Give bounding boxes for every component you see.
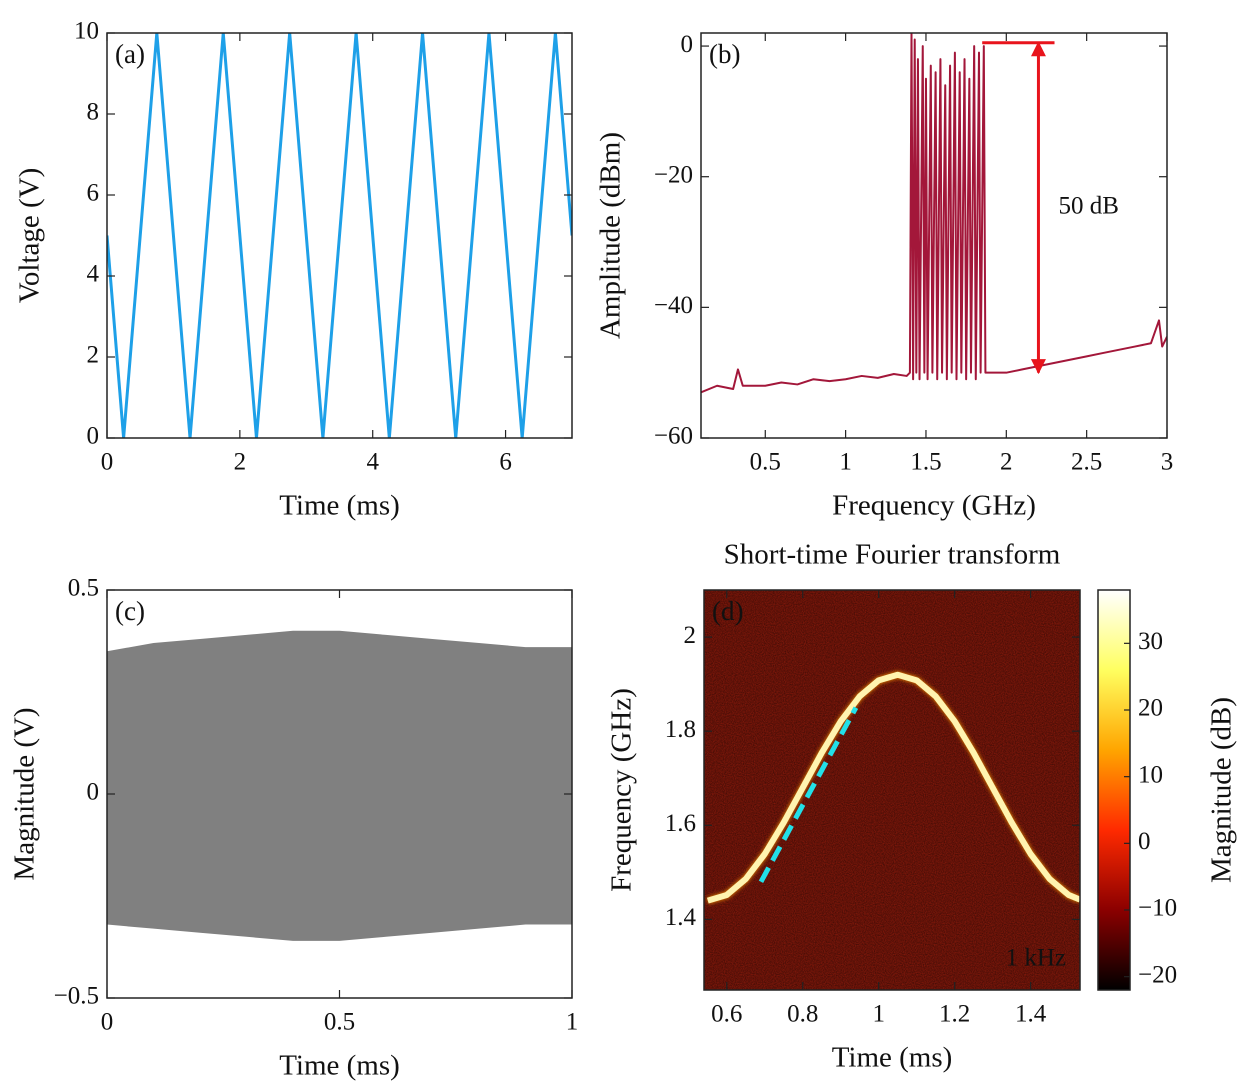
x-tick-label: 2 [234,449,247,476]
colorbar-tick-label: −20 [1138,961,1177,988]
chirp-curve [706,671,1080,904]
y-tick-label: 2 [87,342,100,369]
y-tick-label: 1.6 [665,810,696,837]
fit-line [758,706,859,883]
y-axis-label: Voltage (V) [14,168,46,304]
data-line [107,33,572,438]
y-tick-label: −60 [654,423,693,450]
x-axis-label: Frequency (GHz) [832,490,1036,522]
panel-label: (c) [115,596,145,626]
y-axis-label: Magnitude (V) [9,707,41,880]
x-tick-label: 3 [1161,449,1174,476]
x-tick-label: 0 [101,1009,114,1036]
y-tick-label: 1.4 [665,904,697,931]
x-tick-label: 4 [366,449,379,476]
span-label: 50 dB [1058,192,1118,219]
axes-frame [703,589,1081,991]
y-tick-label: 2 [684,622,697,649]
x-tick-label: 0 [101,449,114,476]
axes-frame [106,32,573,439]
colorbar-label: Magnitude (dB) [1206,697,1238,883]
x-axis-label: Time (ms) [279,1050,400,1081]
colorbar-tick-label: 10 [1138,761,1163,788]
plot-area [704,590,1080,990]
y-tick-label: −40 [654,292,693,319]
x-tick-label: 1 [872,1001,885,1028]
plot-area [701,33,1167,394]
axes-frame [700,32,1168,439]
annotation: 1 kHz [1006,945,1066,972]
signal-envelope [107,630,572,941]
plot-area [107,33,572,438]
x-tick-label: 2 [1000,449,1013,476]
panel-label: (d) [712,596,743,626]
x-tick-label: 1.5 [910,449,941,476]
x-tick-label: 0.8 [787,1001,818,1028]
panel-label: (a) [115,39,145,69]
x-axis-label: Time (ms) [279,490,400,522]
y-tick-label: 0.5 [68,575,99,602]
y-tick-label: 4 [87,261,100,288]
x-axis-label: Time (ms) [832,1042,953,1074]
chart-title: Short-time Fourier transform [724,539,1061,571]
x-tick-label: 1.2 [939,1001,970,1028]
x-tick-label: 1.4 [1015,1001,1047,1028]
data-line [701,33,1167,394]
y-tick-label: −0.5 [54,983,99,1010]
y-axis-label: Frequency (GHz) [606,688,638,892]
x-tick-label: 1 [839,449,852,476]
y-tick-label: 10 [74,18,99,45]
colorbar [1097,589,1131,991]
y-tick-label: −20 [654,161,693,188]
colorbar-tick-label: 30 [1138,628,1163,655]
panel-label: (b) [709,39,740,69]
spectrogram-noise [704,590,1080,990]
x-tick-label: 0.5 [750,449,781,476]
y-tick-label: 0 [681,31,694,58]
y-tick-label: 1.8 [665,716,696,743]
x-tick-label: 0.5 [324,1009,355,1036]
y-tick-label: 8 [87,99,100,126]
y-tick-label: 6 [87,180,100,207]
x-tick-label: 6 [499,449,512,476]
plot-area [107,630,572,941]
y-tick-label: 0 [87,779,100,806]
colorbar-tick-label: 0 [1138,828,1151,855]
colorbar-tick-label: −10 [1138,895,1177,922]
x-tick-label: 2.5 [1071,449,1102,476]
x-tick-label: 0.6 [711,1001,742,1028]
y-axis-label: Amplitude (dBm) [595,132,627,339]
x-tick-label: 1 [566,1009,579,1036]
y-tick-label: 0 [87,423,100,450]
colorbar-tick-label: 20 [1138,695,1163,722]
